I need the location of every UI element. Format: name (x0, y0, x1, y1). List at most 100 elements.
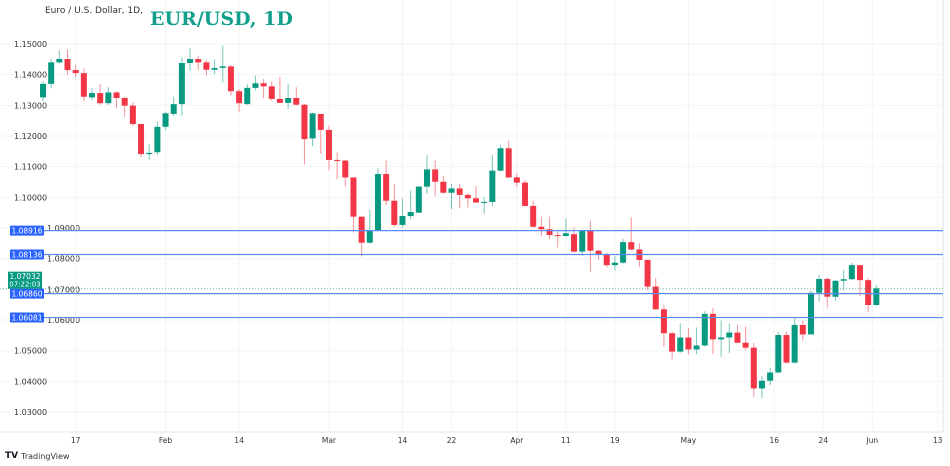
candle-bearish (538, 226, 545, 230)
candle-bearish (669, 333, 676, 352)
level-label-box (10, 288, 44, 299)
candle-bullish (219, 66, 226, 68)
candle-bullish (423, 169, 430, 187)
candle-bullish (252, 83, 259, 88)
candle-bullish (611, 262, 618, 266)
candle-bearish (236, 91, 243, 104)
candle-bearish (440, 181, 447, 193)
level-label-box (10, 249, 44, 260)
candle-bullish (366, 230, 373, 243)
current-price-label: 1.07032 (9, 272, 40, 281)
level-label: 1.06860 (11, 290, 42, 299)
candle-bullish (726, 332, 733, 338)
x-tick-label: 19 (610, 436, 620, 445)
candle-bearish (64, 59, 71, 71)
candle-bearish (464, 194, 471, 199)
candle-bullish (562, 233, 569, 236)
candle-bearish (293, 97, 300, 105)
candle-bearish (824, 278, 831, 297)
x-tick-label: Apr (510, 436, 524, 445)
x-tick-label: 22 (447, 436, 457, 445)
candle-bullish (848, 265, 855, 280)
candle-bullish (48, 62, 55, 84)
x-tick-label: Jun (865, 436, 878, 445)
candle-bullish (187, 59, 194, 64)
candle-bearish (750, 347, 757, 389)
y-tick-label: 1.09000 (47, 224, 80, 233)
candle-bullish (407, 212, 414, 217)
level-label: 1.06081 (11, 314, 42, 323)
candle-bearish (595, 250, 602, 256)
candle-bullish (56, 59, 63, 63)
candle-bearish (554, 235, 561, 237)
current-price-label-box (8, 271, 42, 289)
candle-bearish (325, 129, 332, 160)
candle-bullish (105, 92, 112, 104)
candle-bearish (734, 332, 741, 343)
candle-bearish (505, 148, 512, 178)
y-tick-label: 1.04000 (14, 377, 47, 386)
candle-bearish (317, 113, 324, 130)
candle-bearish (709, 313, 716, 340)
candle-bearish (603, 255, 610, 266)
candle-bearish (513, 177, 520, 183)
y-tick-label: 1.06000 (47, 316, 80, 325)
candle-bearish (783, 335, 790, 363)
candle-bearish (227, 66, 234, 92)
level-label: 1.08136 (11, 251, 42, 260)
candle-bullish (415, 186, 422, 213)
x-tick-label: Feb (159, 436, 173, 445)
candle-bearish (129, 105, 136, 125)
candle-bearish (138, 124, 145, 155)
y-tick-label: 1.15000 (14, 40, 47, 49)
x-tick-label: 14 (398, 436, 408, 445)
candle-bullish (178, 63, 185, 105)
x-tick-label: 16 (769, 436, 779, 445)
candle-bearish (97, 93, 104, 104)
candle-bullish (309, 113, 316, 139)
candle-bearish (358, 216, 365, 243)
candle-bullish (154, 126, 161, 153)
candle-bearish (203, 62, 210, 70)
candle-bullish (579, 230, 586, 252)
candle-bullish (840, 279, 847, 281)
candle-bullish (620, 242, 627, 263)
candle-bearish (652, 286, 659, 310)
candle-bearish (383, 174, 390, 201)
candle-bearish (628, 242, 635, 250)
candle-bearish (350, 177, 357, 217)
candle-bearish (334, 159, 341, 161)
candle-bullish (807, 292, 814, 335)
candle-bullish (767, 372, 774, 381)
y-tick-label: 1.08000 (47, 255, 80, 264)
candle-bearish (865, 280, 872, 306)
candle-bearish (342, 160, 349, 178)
tradingview-logo-icon: TV (5, 451, 19, 461)
candle-bearish (799, 324, 806, 335)
candle-bullish (244, 87, 251, 105)
tradingview-brand[interactable]: TV TradingView (5, 451, 69, 461)
candle-bearish (121, 97, 128, 106)
candle-bearish (571, 234, 578, 252)
candle-bearish (857, 265, 863, 281)
candle-bearish (685, 337, 692, 350)
candle-bearish (644, 259, 651, 287)
level-label: 1.08916 (11, 227, 42, 236)
brand-label: TradingView (21, 451, 70, 461)
candle-bullish (40, 83, 46, 98)
candle-bullish (170, 104, 177, 114)
candle-bullish (791, 324, 798, 363)
y-tick-label: 1.12000 (14, 132, 47, 141)
candle-bullish (162, 113, 169, 127)
candle-bullish (832, 280, 839, 297)
candle-bullish (718, 337, 725, 340)
symbol-description: Euro / U.S. Dollar, 1D, (45, 6, 143, 16)
x-tick-label: Mar (322, 436, 337, 445)
candle-bullish (374, 174, 381, 231)
x-tick-label: 14 (234, 436, 244, 445)
candle-bullish (816, 278, 823, 293)
candle-bearish (546, 229, 553, 236)
y-tick-label: 1.13000 (14, 101, 47, 110)
candle-bullish (677, 337, 684, 352)
